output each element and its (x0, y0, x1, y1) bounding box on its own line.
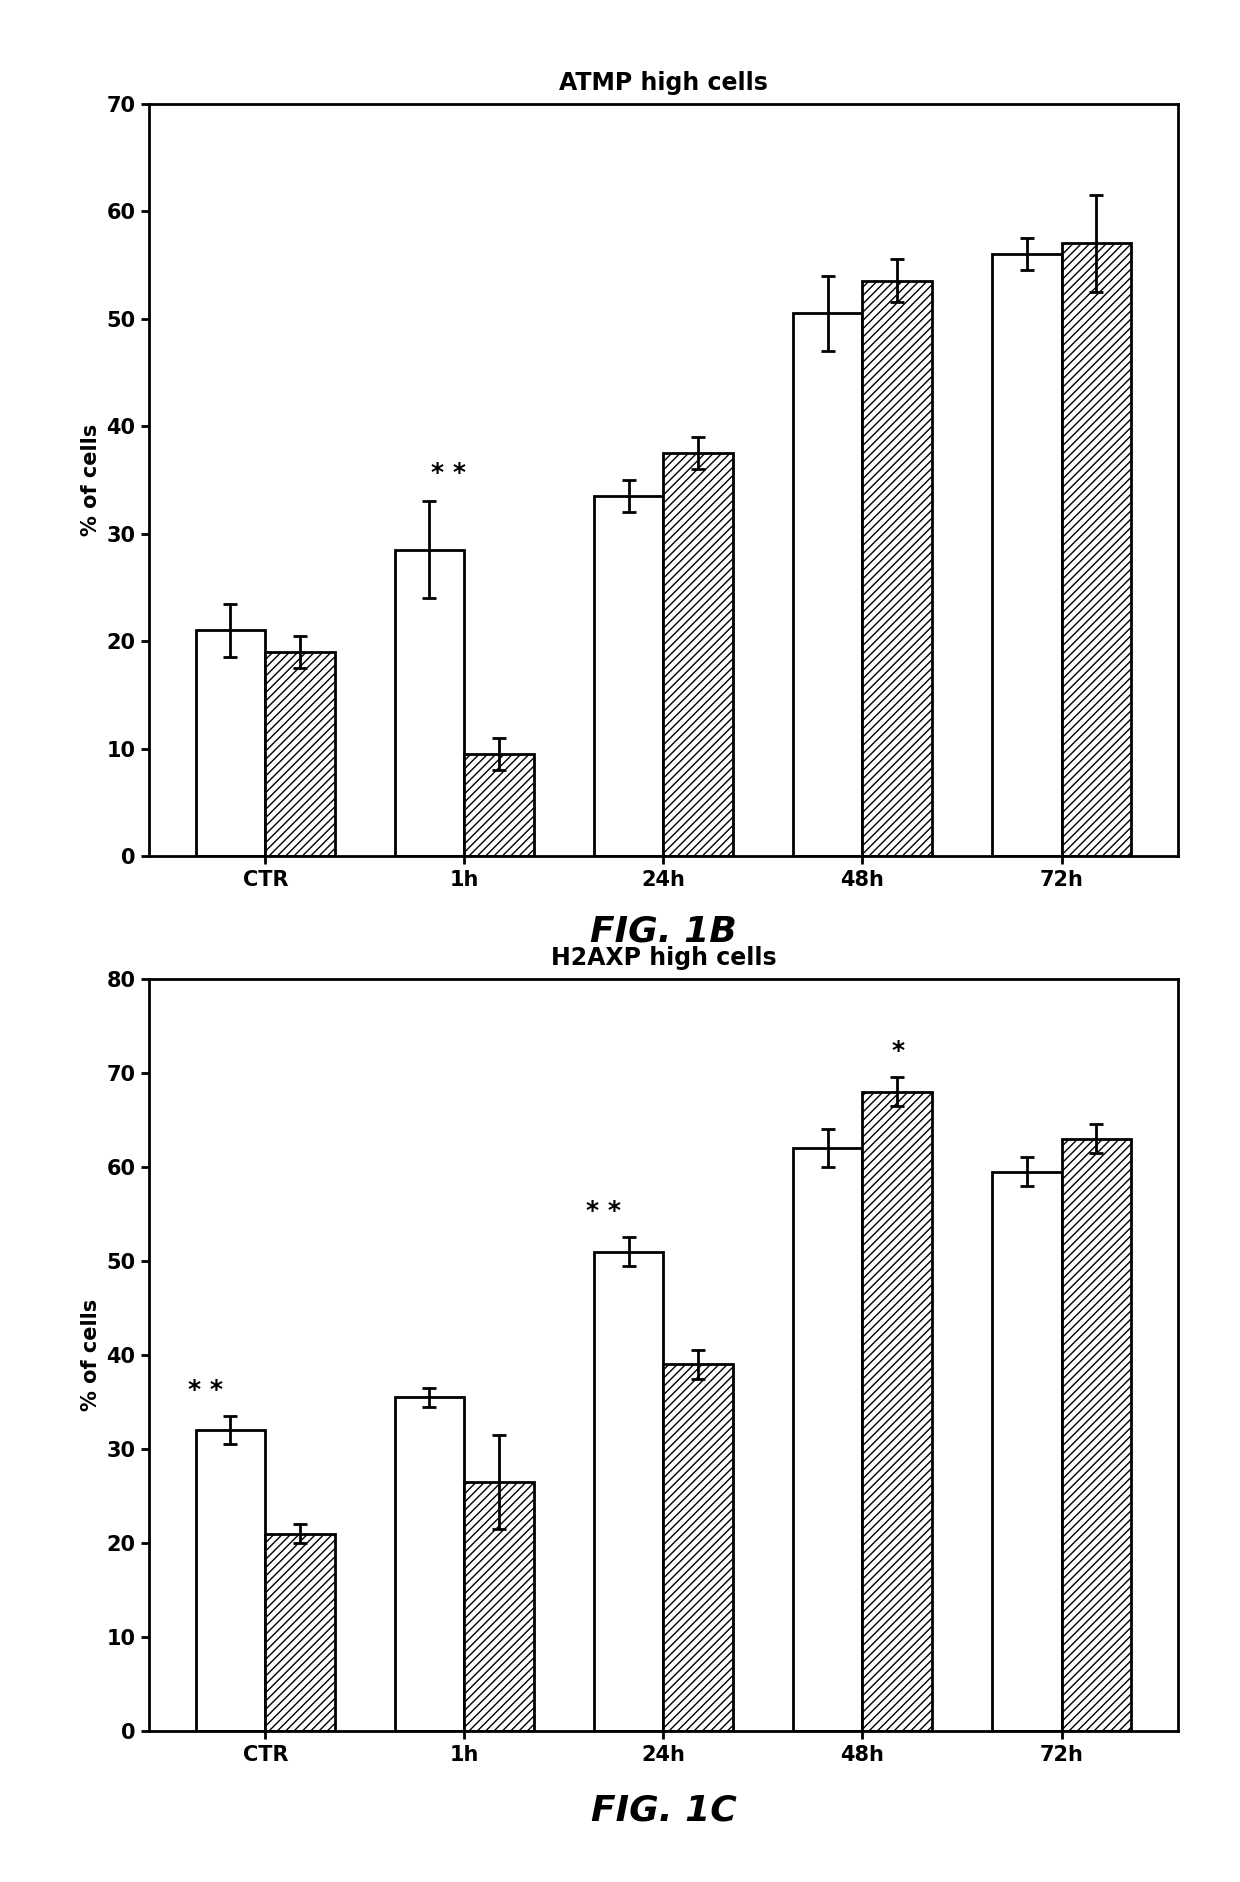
Bar (1061, 1139, 1131, 1731)
Bar (792, 1148, 863, 1731)
Text: * *: * * (432, 461, 466, 486)
Title: H2AXP high cells: H2AXP high cells (551, 947, 776, 969)
Bar (265, 1534, 335, 1731)
Y-axis label: % of cells: % of cells (81, 423, 100, 536)
Text: * *: * * (587, 1199, 621, 1223)
Bar (992, 254, 1061, 856)
Bar (265, 651, 335, 856)
Bar (792, 312, 863, 856)
Bar (1061, 243, 1131, 856)
Bar (863, 280, 932, 856)
Bar (394, 550, 464, 856)
Bar (663, 454, 733, 856)
Bar (196, 630, 265, 856)
Bar (992, 1171, 1061, 1731)
Y-axis label: % of cells: % of cells (81, 1299, 100, 1412)
Bar (464, 755, 534, 856)
Bar (394, 1396, 464, 1731)
Bar (464, 1483, 534, 1731)
Bar (663, 1364, 733, 1731)
Text: FIG. 1C: FIG. 1C (590, 1794, 737, 1827)
Title: ATMP high cells: ATMP high cells (559, 72, 768, 94)
Text: FIG. 1B: FIG. 1B (590, 915, 737, 949)
Bar (594, 1252, 663, 1731)
Bar (863, 1092, 932, 1731)
Bar (594, 497, 663, 856)
Bar (196, 1430, 265, 1731)
Text: * *: * * (188, 1378, 223, 1402)
Text: *: * (892, 1039, 905, 1063)
